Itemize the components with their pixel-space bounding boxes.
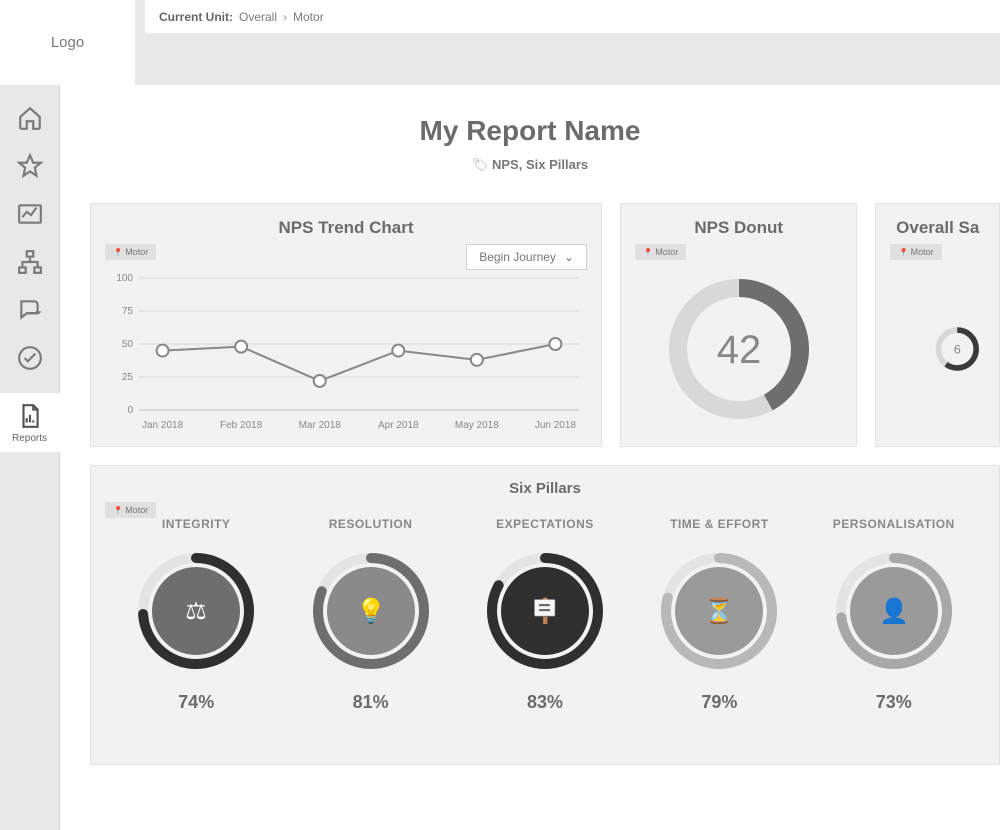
nps-donut-title: NPS Donut [639,218,838,238]
svg-text:25: 25 [122,372,134,383]
chevron-down-icon: ⌄ [564,250,574,264]
page-tags: NPS, Six Pillars [90,157,1000,173]
nps-trend-chart: 0 25 50 75 100 Jan 2018 Feb 2018 Mar 2018 Apr 20… [109,274,583,434]
pillar-donut: 👤 [814,549,974,678]
pillar-label: TIME & EFFORT [639,517,799,531]
six-pillars-title: Six Pillars [109,480,981,497]
overall-donut-card: Overall Sa Motor 6 [875,203,1000,447]
svg-text:Mar 2018: Mar 2018 [299,420,342,431]
body: Reports My Report Name NPS, Six Pillars … [0,85,1000,830]
chart-icon [17,201,43,227]
svg-text:💡: 💡 [356,597,386,625]
pillar-percent: 74% [116,692,276,713]
header: Logo Current Unit: Overall › Motor [0,0,1000,85]
pillar-donut: ⚖ [116,549,276,678]
pillar-percent: 81% [291,692,451,713]
pillar-label: EXPECTATIONS [465,517,625,531]
begin-journey-label: Begin Journey [479,250,556,264]
pillar-label: RESOLUTION [291,517,451,531]
svg-text:42: 42 [716,328,761,372]
reports-icon [17,403,43,429]
pillar-item: RESOLUTION 💡 81% [291,517,451,713]
motor-chip[interactable]: Motor [105,502,156,518]
svg-text:75: 75 [122,306,134,317]
pillar-item: PERSONALISATION 👤 73% [814,517,974,713]
home-icon [17,105,43,131]
sidebar-item-hierarchy[interactable] [0,249,60,275]
sidebar-item-reports[interactable]: Reports [0,393,60,452]
six-pillars-card: Six Pillars Motor INTEGRITY ⚖ 74% RESOLU… [90,465,1000,765]
sidebar-item-trends[interactable] [0,201,60,227]
chat-icon [17,297,43,323]
sidebar-item-check[interactable] [0,345,60,371]
pillar-percent: 79% [639,692,799,713]
svg-text:Jan 2018: Jan 2018 [142,420,184,431]
breadcrumb-item-motor[interactable]: Motor [293,10,324,24]
nps-trend-title: NPS Trend Chart [109,218,583,238]
pillar-item: TIME & EFFORT ⏳ 79% [639,517,799,713]
pillars-row: INTEGRITY ⚖ 74% RESOLUTION 💡 81% EXPECTA… [109,517,981,713]
svg-text:Feb 2018: Feb 2018 [220,420,263,431]
svg-text:🪧: 🪧 [530,597,560,625]
pillar-percent: 83% [465,692,625,713]
pillar-label: PERSONALISATION [814,517,974,531]
motor-chip[interactable]: Motor [105,244,156,260]
motor-chip[interactable]: Motor [635,244,686,260]
breadcrumb: Current Unit: Overall › Motor [145,0,1000,34]
svg-text:6: 6 [954,342,961,356]
sidebar-item-star[interactable] [0,153,60,179]
pillar-donut: 💡 [291,549,451,678]
main: My Report Name NPS, Six Pillars NPS Tren… [60,85,1000,830]
header-right: Current Unit: Overall › Motor [135,0,1000,85]
pillar-label: INTEGRITY [116,517,276,531]
nps-donut-card: NPS Donut Motor 42 [620,203,857,447]
breadcrumb-label: Current Unit: [159,10,233,24]
svg-text:100: 100 [116,274,133,284]
hierarchy-icon [17,249,43,275]
pillar-percent: 73% [814,692,974,713]
nps-donut: 42 [639,274,838,424]
svg-text:50: 50 [122,339,134,350]
check-circle-icon [17,345,43,371]
sidebar-item-home[interactable] [0,105,60,131]
chevron-right-icon: › [283,10,287,24]
page-title: My Report Name [90,115,1000,147]
pillar-donut: ⏳ [639,549,799,678]
svg-text:⚖: ⚖ [185,598,207,625]
pillar-item: EXPECTATIONS 🪧 83% [465,517,625,713]
pillar-donut: 🪧 [465,549,625,678]
pillar-item: INTEGRITY ⚖ 74% [116,517,276,713]
logo: Logo [0,0,135,85]
sidebar: Reports [0,85,60,830]
star-icon [17,153,43,179]
svg-text:⏳: ⏳ [704,597,734,625]
cards-row: NPS Trend Chart Motor Begin Journey ⌄ 0 2… [90,203,1000,447]
svg-text:Jun 2018: Jun 2018 [535,420,577,431]
begin-journey-dropdown[interactable]: Begin Journey ⌄ [466,244,587,270]
overall-donut: 6 [934,274,981,424]
svg-text:0: 0 [127,405,133,416]
svg-text:Apr 2018: Apr 2018 [378,420,419,431]
breadcrumb-item-overall[interactable]: Overall [239,10,277,24]
overall-donut-title: Overall Sa [894,218,981,238]
svg-text:👤: 👤 [879,597,909,625]
motor-chip[interactable]: Motor [890,244,941,260]
sidebar-item-label: Reports [12,433,47,444]
svg-text:May 2018: May 2018 [455,420,499,431]
nps-trend-card: NPS Trend Chart Motor Begin Journey ⌄ 0 2… [90,203,602,447]
sidebar-item-chat[interactable] [0,297,60,323]
